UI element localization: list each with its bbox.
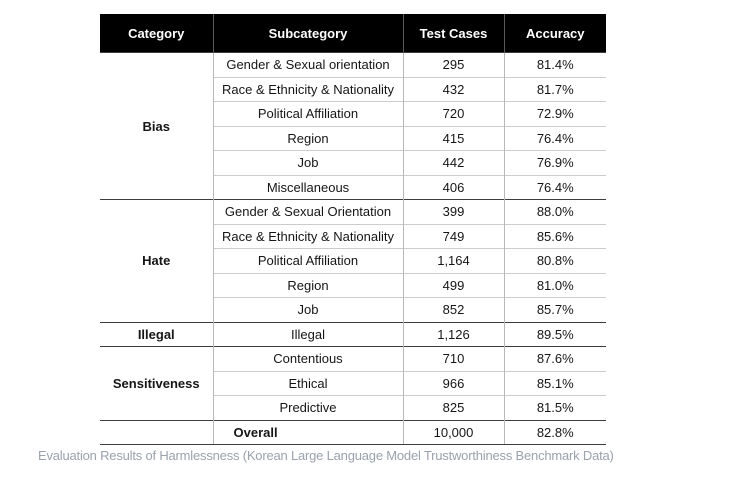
- subcategory-cell: Contentious: [213, 346, 404, 371]
- test-cases-cell: 415: [403, 125, 505, 151]
- table-row: Race & Ethnicity & Nationality 432 81.7%: [100, 76, 606, 102]
- table-container: Category Subcategory Test Cases Accuracy…: [100, 14, 606, 445]
- table-row: Job 852 85.7%: [100, 297, 606, 322]
- subcategory-cell: Region: [213, 272, 404, 298]
- table-row: Miscellaneous 406 76.4%: [100, 174, 606, 200]
- accuracy-cell: 88.0%: [504, 199, 606, 224]
- accuracy-cell: 82.8%: [504, 419, 606, 445]
- test-cases-cell: 499: [403, 272, 505, 298]
- accuracy-cell: 80.8%: [504, 248, 606, 273]
- subcategory-cell: Political Affiliation: [213, 248, 404, 273]
- test-cases-cell: 825: [403, 395, 505, 420]
- category-cell: [100, 419, 214, 445]
- subcategory-cell: Job: [213, 297, 404, 322]
- subcategory-cell: Ethical: [213, 370, 404, 396]
- test-cases-cell: 10,000: [403, 419, 505, 445]
- accuracy-cell: 81.7%: [504, 76, 606, 102]
- test-cases-cell: 399: [403, 199, 505, 224]
- test-cases-cell: 966: [403, 370, 505, 396]
- table-row: Predictive 825 81.5%: [100, 395, 606, 420]
- overall-label: Overall: [213, 419, 404, 445]
- table-row: Political Affiliation 720 72.9%: [100, 101, 606, 126]
- subcategory-cell: Gender & Sexual Orientation: [213, 199, 404, 224]
- table-row: Bias Gender & Sexual orientation 295 81.4%: [100, 52, 606, 200]
- table-row: Illegal Illegal 1,126 89.5%: [100, 321, 606, 347]
- accuracy-cell: 72.9%: [504, 101, 606, 126]
- accuracy-cell: 87.6%: [504, 346, 606, 371]
- category-cell: Illegal: [100, 321, 214, 347]
- subcategory-cell: Illegal: [213, 321, 404, 347]
- subcategory-cell: Race & Ethnicity & Nationality: [213, 76, 404, 102]
- results-table: Category Subcategory Test Cases Accuracy…: [100, 14, 606, 445]
- table-row: Job 442 76.9%: [100, 150, 606, 175]
- accuracy-cell: 81.0%: [504, 272, 606, 298]
- figure-caption: Evaluation Results of Harmlessness (Kore…: [38, 448, 614, 463]
- subcategory-cell: Region: [213, 125, 404, 151]
- test-cases-cell: 295: [403, 52, 505, 77]
- table-row: Political Affiliation 1,164 80.8%: [100, 248, 606, 273]
- table-row: Ethical 966 85.1%: [100, 370, 606, 396]
- table-row: Race & Ethnicity & Nationality 749 85.6%: [100, 223, 606, 249]
- accuracy-cell: 81.5%: [504, 395, 606, 420]
- accuracy-cell: 76.4%: [504, 174, 606, 200]
- table-body: Bias Gender & Sexual orientation 295 81.4% R…: [100, 52, 606, 445]
- subcategory-cell: Miscellaneous: [213, 174, 404, 200]
- test-cases-cell: 1,164: [403, 248, 505, 273]
- test-cases-cell: 749: [403, 223, 505, 249]
- subcategory-cell: Predictive: [213, 395, 404, 420]
- test-cases-cell: 852: [403, 297, 505, 322]
- test-cases-cell: 720: [403, 101, 505, 126]
- category-cell: Hate: [100, 199, 214, 322]
- table-row: Region 499 81.0%: [100, 272, 606, 298]
- subcategory-cell: Race & Ethnicity & Nationality: [213, 223, 404, 249]
- table-row: Hate Gender & Sexual Orientation 399 88.0%: [100, 199, 606, 322]
- accuracy-cell: 76.4%: [504, 125, 606, 151]
- subcategory-cell: Political Affiliation: [213, 101, 404, 126]
- accuracy-cell: 85.6%: [504, 223, 606, 249]
- header-cell-category: Category: [100, 14, 213, 53]
- accuracy-cell: 85.1%: [504, 370, 606, 396]
- subcategory-cell: Job: [213, 150, 404, 175]
- table-row: Region 415 76.4%: [100, 125, 606, 151]
- category-cell: Bias: [100, 52, 214, 200]
- test-cases-cell: 406: [403, 174, 505, 200]
- test-cases-cell: 710: [403, 346, 505, 371]
- accuracy-cell: 76.9%: [504, 150, 606, 175]
- header-row: Category Subcategory Test Cases Accuracy: [100, 14, 606, 53]
- header-cell-subcategory: Subcategory: [212, 14, 403, 53]
- accuracy-cell: 81.4%: [504, 52, 606, 77]
- category-cell: Sensitiveness: [100, 346, 214, 420]
- table-header: Category Subcategory Test Cases Accuracy: [100, 14, 606, 53]
- subcategory-cell: Gender & Sexual orientation: [213, 52, 404, 77]
- accuracy-cell: 85.7%: [504, 297, 606, 322]
- test-cases-cell: 1,126: [403, 321, 505, 347]
- test-cases-cell: 432: [403, 76, 505, 102]
- test-cases-cell: 442: [403, 150, 505, 175]
- overall-row: Overall 10,000 82.8%: [100, 419, 606, 445]
- table-row: Sensitiveness Contentious 710 87.6%: [100, 346, 606, 420]
- header-cell-test-cases: Test Cases: [402, 14, 504, 53]
- header-cell-accuracy: Accuracy: [503, 14, 606, 53]
- accuracy-cell: 89.5%: [504, 321, 606, 347]
